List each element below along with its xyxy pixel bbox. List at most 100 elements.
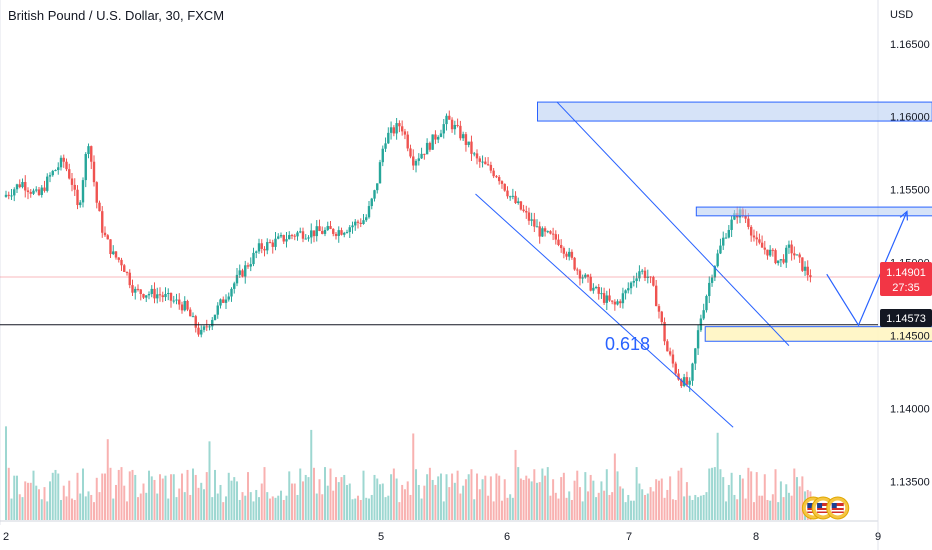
horizontal-line-badge: 1.14573 bbox=[880, 309, 932, 327]
volume-bar bbox=[189, 494, 192, 520]
candle bbox=[573, 256, 576, 271]
volume-bar bbox=[613, 453, 616, 520]
volume-bar bbox=[771, 494, 774, 520]
candle-body bbox=[189, 309, 192, 317]
volume-bar bbox=[576, 470, 579, 520]
candle bbox=[705, 294, 708, 313]
candle-body bbox=[246, 265, 250, 267]
volume-bar bbox=[280, 490, 282, 520]
candle-body bbox=[37, 189, 41, 195]
candle-body bbox=[194, 316, 197, 328]
candle bbox=[387, 127, 390, 144]
volume-bar bbox=[777, 502, 780, 520]
volume-bar bbox=[536, 482, 539, 520]
candle-body bbox=[694, 348, 697, 364]
candle bbox=[271, 239, 274, 254]
horizontal-line-label: 1.14573 bbox=[886, 313, 926, 325]
volume-bar bbox=[354, 498, 357, 520]
volume-bar bbox=[445, 474, 448, 520]
candle bbox=[450, 117, 454, 133]
candle-body bbox=[161, 295, 164, 298]
candle bbox=[777, 260, 780, 266]
candle bbox=[73, 178, 76, 196]
candle-body bbox=[186, 301, 189, 310]
time-tick-label: 2 bbox=[3, 531, 9, 543]
candle bbox=[68, 163, 71, 180]
candle-body bbox=[310, 230, 313, 238]
candle bbox=[112, 245, 115, 256]
volume-bar bbox=[164, 475, 167, 520]
candle bbox=[495, 175, 498, 179]
volume-bar bbox=[666, 489, 669, 520]
us-flag-event-icon[interactable] bbox=[826, 496, 850, 520]
candle-body bbox=[646, 276, 649, 278]
projection-path[interactable] bbox=[826, 211, 908, 327]
middle-resistance-zone[interactable] bbox=[695, 206, 932, 217]
candle bbox=[84, 152, 87, 188]
candle bbox=[522, 204, 525, 213]
upper-resistance-zone[interactable] bbox=[537, 101, 932, 122]
candle bbox=[246, 262, 250, 269]
candle-body bbox=[543, 228, 547, 232]
volume-bar bbox=[691, 499, 694, 520]
candle-body bbox=[321, 231, 324, 234]
candle-body bbox=[7, 194, 10, 196]
volume-bar bbox=[93, 502, 95, 520]
candle bbox=[145, 295, 148, 303]
candle bbox=[59, 155, 63, 171]
time-tick-label: 7 bbox=[626, 531, 632, 543]
candle bbox=[576, 267, 579, 275]
volume-bar bbox=[233, 477, 236, 520]
candle-body bbox=[145, 295, 148, 298]
event-icons[interactable] bbox=[801, 496, 932, 520]
volume-bar bbox=[282, 499, 285, 520]
candle bbox=[584, 273, 587, 279]
channel-line[interactable] bbox=[475, 193, 734, 428]
candle-body bbox=[621, 293, 625, 304]
candle-body bbox=[125, 271, 129, 273]
candle bbox=[103, 226, 107, 237]
volume-bar bbox=[266, 492, 269, 520]
candle bbox=[153, 282, 156, 304]
candle-body bbox=[301, 231, 305, 239]
candle bbox=[467, 141, 470, 148]
candle-body bbox=[114, 251, 118, 258]
volume-bar bbox=[509, 494, 512, 520]
volume-bar bbox=[318, 479, 321, 520]
candle bbox=[461, 131, 465, 142]
volume-bar bbox=[307, 477, 310, 520]
volume-bar bbox=[741, 478, 744, 520]
volume-bar bbox=[255, 489, 258, 520]
candle-body bbox=[274, 238, 277, 247]
candle-body bbox=[46, 176, 49, 191]
volume-bar bbox=[428, 467, 431, 520]
volume-bar bbox=[87, 491, 90, 520]
candle bbox=[147, 291, 151, 300]
candle-body bbox=[420, 153, 423, 159]
volume-bar bbox=[170, 474, 172, 520]
projection-arrow[interactable] bbox=[826, 210, 909, 327]
candle bbox=[301, 227, 305, 243]
volume-bar bbox=[260, 483, 263, 520]
volume-bar bbox=[211, 497, 214, 520]
candle-body bbox=[456, 124, 459, 126]
candle bbox=[554, 230, 557, 245]
volume-bar bbox=[139, 493, 142, 520]
candle bbox=[186, 299, 189, 312]
candle-body bbox=[671, 354, 675, 364]
volume-bar bbox=[688, 495, 691, 520]
channel-line[interactable] bbox=[556, 101, 790, 346]
candle bbox=[257, 238, 261, 254]
volume-bar bbox=[685, 482, 688, 520]
channel-lines[interactable] bbox=[475, 101, 790, 428]
volume-bar bbox=[321, 494, 324, 520]
candle bbox=[425, 138, 429, 155]
candle bbox=[568, 247, 571, 261]
candle-body bbox=[147, 294, 151, 296]
candle-body bbox=[801, 257, 804, 271]
volume-bar bbox=[801, 476, 804, 520]
candle bbox=[688, 377, 691, 392]
volume-bar bbox=[790, 495, 793, 520]
volume-bar bbox=[401, 484, 404, 520]
